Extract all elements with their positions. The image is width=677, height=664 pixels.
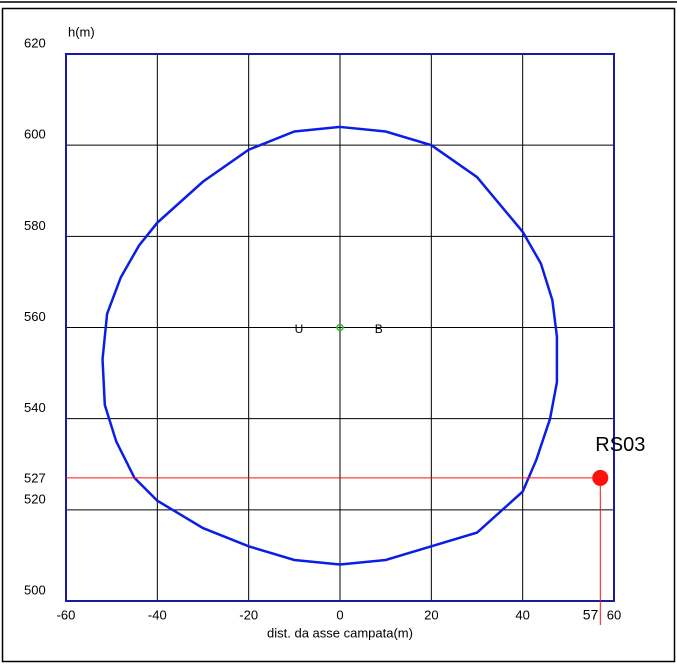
y-axis-label: h(m) [68,24,95,39]
x-tick-label: -40 [148,607,167,622]
frame [1,7,676,663]
y-tick-label: 560 [24,309,46,324]
y-tick-label: 520 [24,491,46,506]
y-tick-label: 500 [24,582,46,597]
x-tick-label: -60 [57,607,76,622]
x-tick-label: 0 [336,607,343,622]
point-label: RS03 [595,434,645,456]
plot-frame [65,53,615,602]
x-axis-label: dist. da asse campata(m) [267,625,413,640]
x-tick-label: 20 [424,607,438,622]
point-x-label: 57 [583,607,599,623]
center-marker [336,323,344,332]
y-tick-label: 580 [24,218,46,233]
curve [101,125,559,566]
x-tick-label: 40 [515,607,529,622]
annotation: U [295,322,304,336]
point [592,469,609,486]
y-tick-label: 540 [24,400,46,415]
x-tick-label: -20 [239,607,258,622]
y-tick-label: 600 [24,127,46,142]
annotation: B [375,322,383,336]
y-tick-label: 620 [24,35,46,50]
point-y-label: 527 [24,470,46,485]
x-tick-label: 60 [607,607,621,622]
